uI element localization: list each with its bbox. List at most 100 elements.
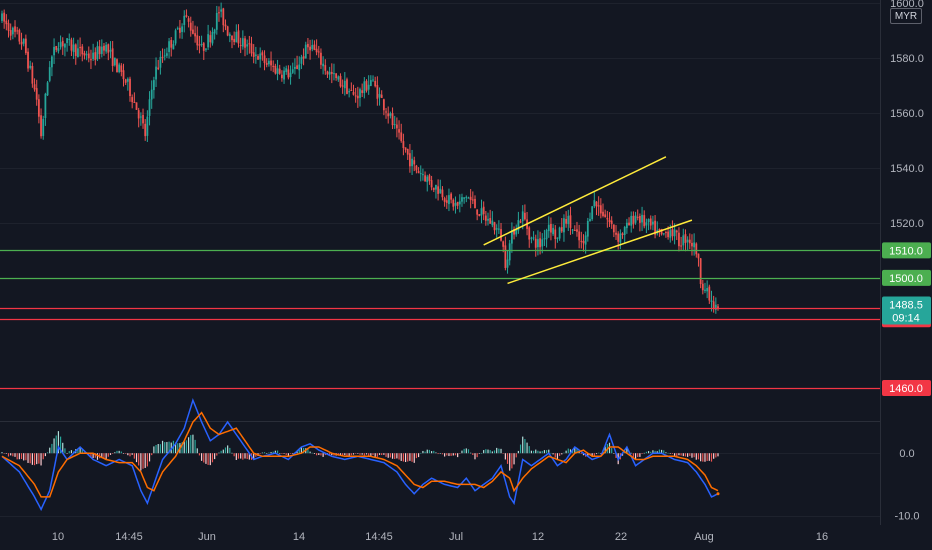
candle (311, 39, 314, 52)
candle (578, 224, 581, 249)
candle-body (695, 243, 698, 255)
time-axis-labels[interactable]: 10 14:45 Jun 14 14:45 Jul 12 22 Aug 16 (52, 531, 828, 543)
candle (220, 2, 223, 18)
candle (688, 233, 691, 250)
histogram-bar (600, 453, 602, 454)
candle-body (343, 80, 346, 89)
candle (482, 201, 485, 221)
histogram-bar (276, 450, 279, 454)
histogram-bar (611, 448, 613, 454)
candle-body (254, 54, 257, 56)
candle-body (599, 205, 602, 214)
histogram-bar (483, 450, 485, 454)
indicator-axis-labels[interactable]: 0.0 -10.0 (894, 448, 919, 522)
candle (552, 224, 555, 236)
candle-body (441, 189, 444, 198)
candle-body (287, 69, 290, 78)
currency-label[interactable]: MYR (890, 8, 922, 24)
candle-body (137, 110, 140, 119)
candle (602, 203, 604, 218)
candle-body (248, 43, 251, 45)
candle (404, 147, 407, 153)
histogram-bar (569, 449, 572, 454)
histogram-bar (411, 453, 413, 462)
histogram-bar (417, 453, 420, 458)
candle (270, 51, 272, 71)
candle-body (539, 238, 541, 248)
candle-body (335, 73, 338, 79)
candle (400, 123, 403, 143)
candle-body (250, 43, 253, 54)
histogram-bar (44, 453, 46, 457)
histogram-bar (689, 453, 691, 456)
candle (202, 41, 205, 60)
candle (200, 35, 203, 47)
candle-body (263, 55, 266, 64)
candle-body (406, 148, 409, 155)
candle (159, 50, 162, 75)
candle-body (691, 242, 693, 247)
candle-body (83, 53, 86, 56)
channel-lines[interactable] (483, 156, 693, 285)
candle-body (608, 219, 611, 223)
histogram-bar (255, 453, 257, 457)
candle-body (330, 71, 333, 74)
candle (361, 83, 364, 98)
histogram-bar (682, 453, 684, 457)
histogram-bar (96, 453, 99, 460)
candle (218, 6, 220, 22)
candle (623, 225, 626, 243)
candle (467, 196, 470, 199)
histogram-bar (120, 451, 122, 454)
histogram-bar (7, 453, 10, 457)
candle-body (697, 253, 700, 259)
histogram-bar (68, 451, 70, 454)
candle-body (641, 214, 643, 223)
histogram-bar (632, 453, 634, 457)
candle (367, 75, 370, 95)
histogram-bar (528, 446, 530, 454)
candle-body (491, 220, 494, 226)
histogram-bar (704, 453, 706, 462)
horizontal-levels[interactable] (0, 249, 880, 390)
price-axis-labels[interactable]: 1600.0 1580.0 1560.0 1540.0 1520.0 1500.0 (890, 0, 924, 285)
histogram-bar (493, 450, 496, 454)
candle-body (3, 12, 6, 22)
candle-body (129, 78, 131, 97)
candle (157, 59, 160, 71)
candle (567, 209, 570, 231)
candle-body (461, 197, 463, 202)
candle (343, 72, 346, 96)
candle-body (671, 229, 674, 237)
histogram-bar (355, 453, 357, 454)
macd-line (1, 397, 719, 512)
candle-body (389, 113, 392, 116)
price-tick: 1600.0 (890, 0, 924, 10)
histogram-bar (487, 449, 489, 454)
candle (150, 80, 153, 109)
candle (545, 228, 548, 248)
candle-body (111, 48, 114, 66)
histogram-bar (539, 451, 541, 454)
histogram-bar (59, 436, 62, 454)
candle (194, 25, 197, 43)
candle (274, 63, 277, 75)
bar-countdown: 09:14 (892, 313, 920, 325)
candle-body (404, 147, 407, 150)
histogram-bar (36, 453, 38, 465)
candle-body (300, 57, 303, 64)
histogram-bar (665, 452, 667, 454)
histogram-bar (613, 453, 615, 454)
candle (647, 218, 650, 231)
candle (402, 133, 405, 156)
candle (168, 37, 170, 59)
histogram-bar (491, 451, 493, 454)
candle-body (228, 34, 231, 36)
candle (304, 41, 307, 59)
candle-body (200, 43, 203, 45)
candle (354, 87, 357, 103)
histogram-bar (706, 453, 708, 461)
histogram-bar (383, 453, 385, 455)
candle (196, 26, 199, 51)
